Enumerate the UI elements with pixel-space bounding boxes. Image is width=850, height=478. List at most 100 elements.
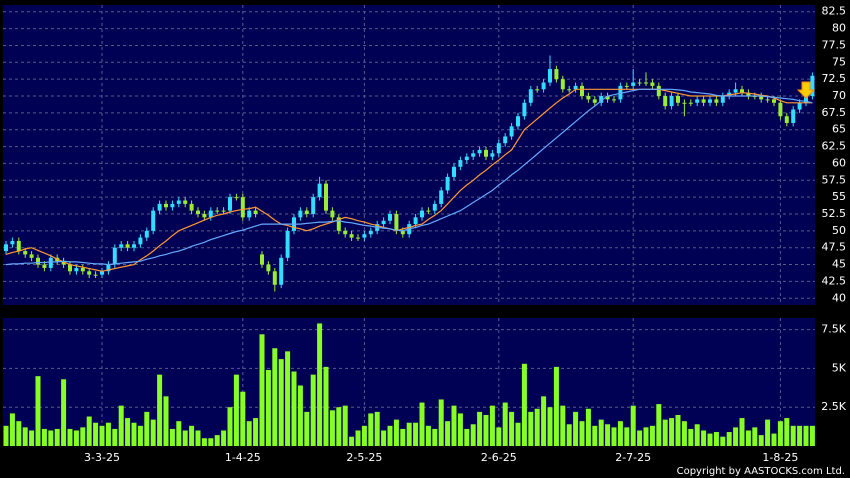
x-tick-label: 3-3-25 bbox=[84, 451, 120, 464]
candle-body bbox=[87, 271, 92, 275]
volume-bar bbox=[253, 418, 259, 446]
volume-bar bbox=[656, 404, 662, 446]
candle-body bbox=[164, 203, 168, 208]
candle-body bbox=[234, 197, 239, 199]
candle-body bbox=[138, 237, 143, 245]
y-tick-label: 67.5 bbox=[822, 106, 847, 119]
candle-body bbox=[669, 96, 674, 107]
volume-bar bbox=[553, 366, 559, 446]
candle-body bbox=[362, 234, 367, 238]
volume-bar bbox=[438, 399, 444, 446]
volume-bar bbox=[374, 411, 380, 446]
volume-bar bbox=[630, 405, 636, 446]
candle-body bbox=[349, 234, 354, 238]
volume-bar bbox=[349, 436, 355, 446]
candle-body bbox=[74, 267, 79, 272]
candle-body bbox=[125, 244, 130, 248]
volume-bar bbox=[195, 430, 201, 446]
candle-body bbox=[132, 244, 136, 248]
candle-body bbox=[656, 85, 661, 97]
candle-body bbox=[260, 254, 264, 265]
candle-body bbox=[381, 220, 386, 225]
volume-bar bbox=[649, 425, 655, 446]
volume-bar bbox=[598, 419, 604, 446]
candle-body bbox=[541, 82, 546, 90]
candle-body bbox=[765, 99, 770, 101]
candle-body bbox=[176, 200, 181, 204]
volume-bar bbox=[112, 428, 118, 446]
volume-bar bbox=[150, 419, 156, 446]
candle-body bbox=[746, 92, 751, 97]
y-tick-label: 50 bbox=[832, 224, 846, 237]
candle-body bbox=[759, 96, 764, 100]
volume-bar bbox=[48, 430, 54, 446]
candle-body bbox=[228, 197, 232, 211]
volume-bar bbox=[784, 418, 790, 446]
volume-bar bbox=[400, 428, 406, 446]
y-tick-label: 45 bbox=[832, 258, 846, 271]
candle-body bbox=[420, 210, 424, 218]
volume-bar bbox=[566, 424, 572, 446]
candle-body bbox=[637, 82, 642, 84]
candle-body bbox=[458, 160, 463, 167]
volume-bar bbox=[669, 418, 675, 446]
volume-bar bbox=[515, 422, 521, 446]
candle-body bbox=[4, 244, 8, 252]
volume-bar bbox=[560, 405, 566, 446]
candle-body bbox=[400, 230, 405, 235]
volume-bar bbox=[54, 428, 60, 446]
candle-body bbox=[240, 197, 245, 218]
volume-bar bbox=[3, 425, 9, 446]
volume-bar bbox=[509, 411, 515, 446]
candle-body bbox=[68, 264, 72, 272]
y-tick-label: 72.5 bbox=[822, 72, 847, 85]
volume-bar bbox=[131, 422, 137, 446]
x-tick-label: 1-8-25 bbox=[762, 451, 798, 464]
volume-bar bbox=[214, 435, 220, 446]
volume-bar bbox=[105, 422, 111, 446]
volume-bar bbox=[406, 422, 412, 446]
candle-body bbox=[144, 230, 149, 238]
volume-bar bbox=[624, 427, 630, 446]
volume-bar bbox=[496, 427, 502, 446]
volume-bar bbox=[67, 428, 73, 446]
candle-body bbox=[61, 261, 66, 265]
y-tick-label: 42.5 bbox=[822, 274, 847, 287]
volume-bar bbox=[80, 427, 86, 446]
volume-bar bbox=[701, 430, 707, 446]
candle-body bbox=[317, 183, 322, 198]
candle-body bbox=[247, 210, 252, 218]
candle-body bbox=[42, 264, 47, 268]
candle-body bbox=[439, 190, 444, 204]
volume-bar bbox=[317, 323, 323, 446]
candle-body bbox=[708, 99, 712, 103]
candle-body bbox=[170, 203, 175, 208]
volume-bar bbox=[387, 425, 393, 446]
volume-bar bbox=[176, 421, 182, 446]
volume-bar bbox=[720, 436, 726, 446]
candle-body bbox=[394, 213, 399, 231]
volume-bar bbox=[16, 421, 22, 446]
volume-bar bbox=[605, 424, 611, 446]
volume-bar bbox=[93, 422, 99, 446]
volume-bar bbox=[227, 407, 233, 446]
copyright: Copyright by AASTOCKS.com Ltd. bbox=[677, 466, 845, 477]
y-tick-label: 80 bbox=[832, 22, 846, 35]
volume-bar bbox=[329, 410, 335, 446]
candle-body bbox=[311, 197, 316, 214]
candle-body bbox=[452, 166, 456, 177]
candle-body bbox=[624, 85, 629, 87]
candle-body bbox=[304, 210, 309, 214]
x-tick-label: 2-5-25 bbox=[346, 451, 382, 464]
volume-bar bbox=[752, 427, 758, 446]
volume-bar bbox=[272, 348, 278, 446]
volume-bar bbox=[265, 369, 271, 446]
candle-body bbox=[16, 240, 21, 252]
candle-body bbox=[567, 89, 572, 91]
candle-body bbox=[580, 85, 584, 97]
y-tick-label: 2.5K bbox=[821, 400, 846, 413]
volume-bar bbox=[137, 425, 143, 446]
candle-body bbox=[554, 69, 559, 80]
candle-body bbox=[484, 149, 488, 157]
volume-bar bbox=[643, 427, 649, 446]
